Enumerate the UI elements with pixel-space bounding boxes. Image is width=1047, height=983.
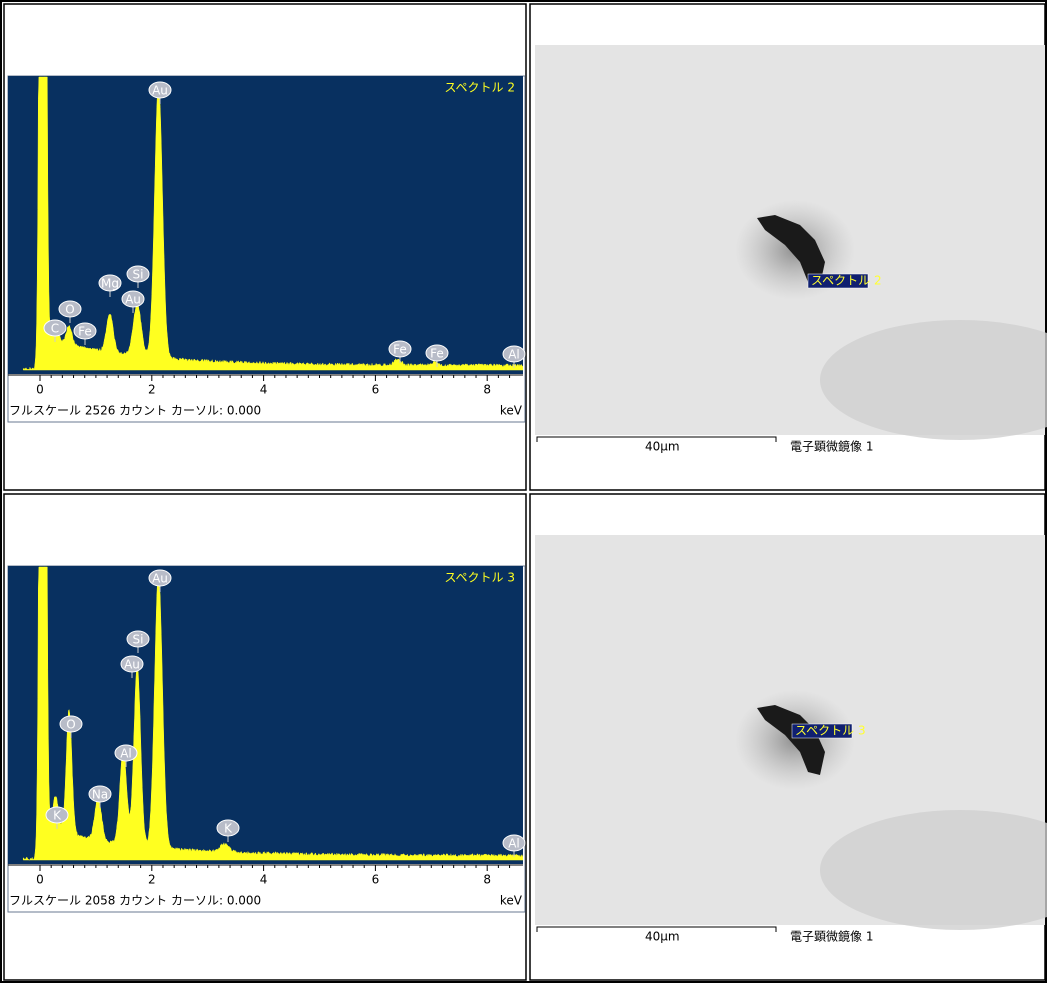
- element-label: O: [65, 303, 74, 317]
- spectrum-title: スペクトル 2: [444, 81, 515, 95]
- element-label: K: [53, 809, 62, 823]
- element-label: Si: [133, 268, 144, 282]
- element-label: O: [66, 718, 75, 732]
- x-tick-label: 4: [260, 383, 268, 397]
- image-caption: 電子顕微鏡像 1: [790, 929, 873, 944]
- element-label: Fe: [393, 343, 407, 357]
- element-label: Al: [120, 747, 132, 761]
- element-label: Au: [152, 572, 168, 586]
- element-label: Si: [133, 633, 144, 647]
- element-label: C: [51, 322, 59, 336]
- x-tick-label: 8: [483, 873, 491, 887]
- x-tick-label: 0: [36, 873, 44, 887]
- element-label: Al: [508, 348, 520, 362]
- unit: keV: [500, 404, 523, 418]
- x-tick-label: 8: [483, 383, 491, 397]
- element-label: Au: [152, 84, 168, 98]
- x-tick-label: 4: [260, 873, 268, 887]
- element-label: Mg: [101, 277, 119, 291]
- spectrum-title: スペクトル 3: [444, 571, 515, 585]
- element-label: Na: [92, 788, 108, 802]
- x-tick-label: 2: [148, 383, 156, 397]
- x-tick-label: 0: [36, 383, 44, 397]
- unit: keV: [500, 894, 523, 908]
- image-caption: 電子顕微鏡像 1: [790, 439, 873, 454]
- element-label: Au: [124, 658, 140, 672]
- footer: フルスケール 2526 カウント カーソル: 0.000: [9, 404, 261, 418]
- x-tick-label: 6: [372, 873, 380, 887]
- spectrum-plot: [8, 566, 523, 864]
- element-label: Fe: [430, 347, 444, 361]
- x-tick-label: 2: [148, 873, 156, 887]
- image-label: スペクトル 2: [811, 274, 882, 288]
- element-label: Au: [125, 293, 141, 307]
- scale-label: 40μm: [645, 440, 680, 454]
- element-label: Fe: [78, 325, 92, 339]
- image-label: スペクトル 3: [795, 724, 866, 738]
- x-tick-label: 6: [372, 383, 380, 397]
- element-label: Al: [508, 837, 520, 851]
- scale-label: 40μm: [645, 930, 680, 944]
- footer: フルスケール 2058 カウント カーソル: 0.000: [9, 894, 261, 908]
- element-label: K: [224, 822, 233, 836]
